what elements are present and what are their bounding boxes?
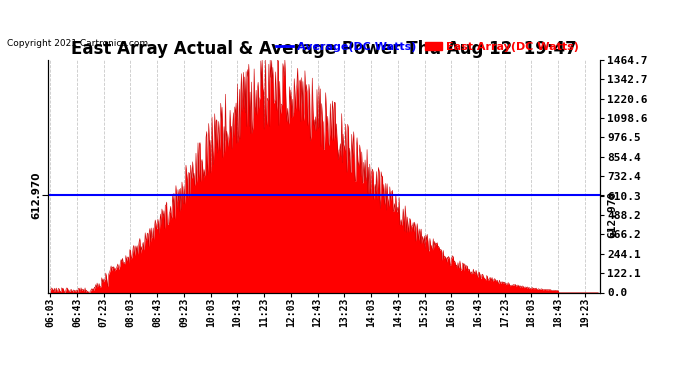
Title: East Array Actual & Average Power Thu Aug 12  19:47: East Array Actual & Average Power Thu Au… xyxy=(72,40,577,58)
Text: Copyright 2021 Cartronics.com: Copyright 2021 Cartronics.com xyxy=(7,39,148,48)
Legend: Average(DC Watts), East Array(DC Watts): Average(DC Watts), East Array(DC Watts) xyxy=(271,38,584,57)
